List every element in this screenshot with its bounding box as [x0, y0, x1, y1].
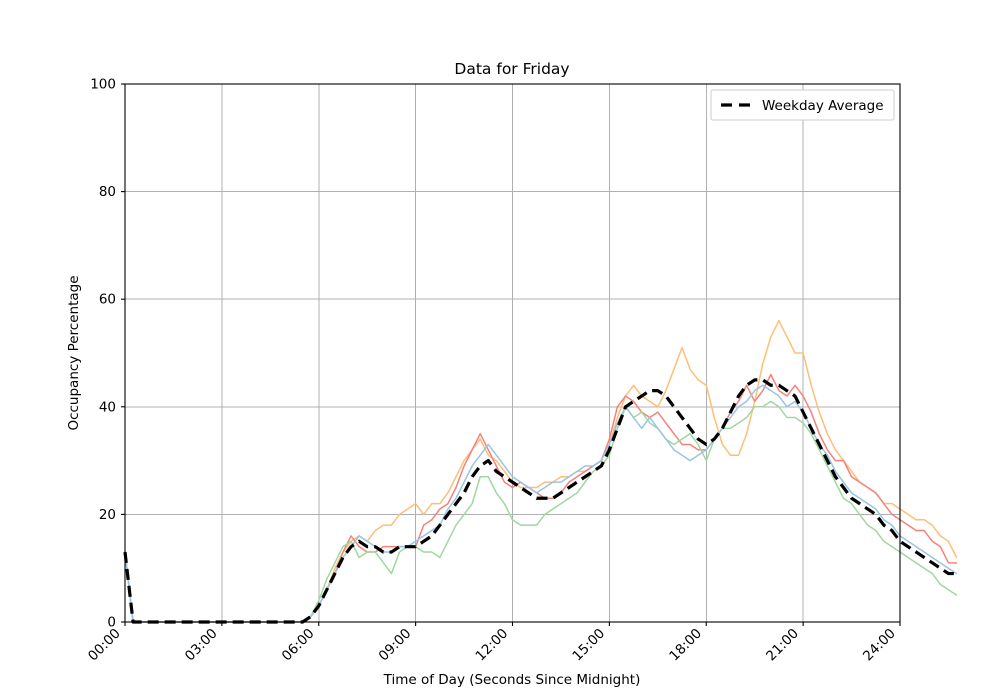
chart-legend[interactable]: Weekday Average: [710, 89, 895, 121]
x-axis-label: Time of Day (Seconds Since Midnight): [383, 672, 641, 688]
legend-background: [710, 89, 895, 121]
y-tick-label-40: 40: [99, 399, 116, 415]
y-tick-label-100: 100: [90, 77, 116, 93]
legend-label-weekday-average: Weekday Average: [762, 98, 884, 114]
y-tick-label-60: 60: [99, 292, 116, 308]
chart-title: Data for Friday: [454, 60, 569, 78]
y-tick-label-20: 20: [99, 507, 116, 523]
y-tick-label-0: 0: [107, 615, 116, 631]
y-axis-label: Occupancy Percentage: [66, 275, 82, 430]
y-tick-label-80: 80: [99, 184, 116, 200]
y-axis-ticks: 0 20 40 60 80 100: [90, 77, 125, 631]
series-weekday-average: [123, 378, 957, 624]
